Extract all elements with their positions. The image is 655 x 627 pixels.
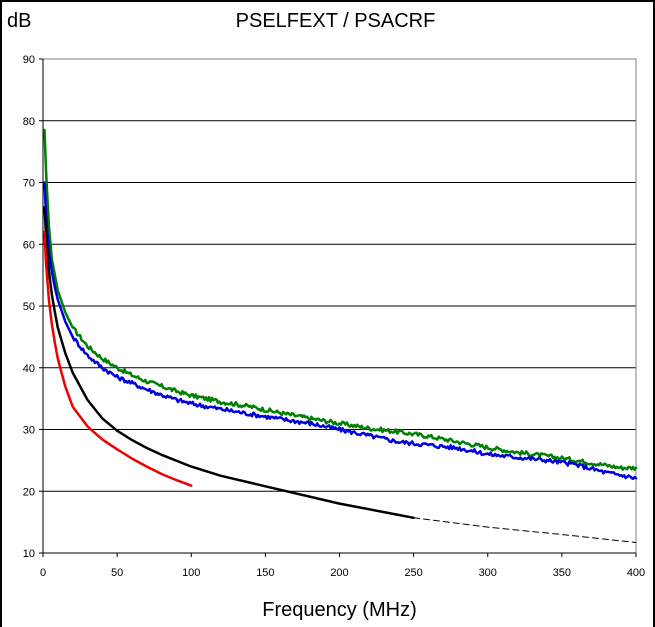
chart-title: PSELFEXT / PSACRF	[235, 10, 436, 32]
y-tick-label: 10	[23, 548, 35, 560]
y-tick-label: 50	[23, 301, 35, 313]
series-line-3	[43, 205, 415, 520]
series-line-1	[43, 128, 638, 471]
x-axis-label: Frequency (MHz)	[262, 599, 417, 621]
y-tick-label: 90	[23, 54, 35, 66]
chart-title-wrap: PSELFEXT / PSACRF	[0, 10, 655, 33]
y-tick-label: 80	[23, 116, 35, 128]
x-tick-label: 250	[404, 567, 422, 579]
series-line-4	[413, 517, 637, 543]
y-tick-label: 40	[23, 363, 35, 375]
y-tick-label: 60	[23, 239, 35, 251]
series-group	[43, 128, 638, 543]
series-line-5	[43, 230, 193, 487]
x-tick-label: 400	[627, 567, 645, 579]
x-tick-label: 0	[40, 567, 46, 579]
tick-labels: 10 20 30 40 50 60 70 80 90 0 50 100 150 200 250 300 350 4…	[23, 54, 645, 579]
x-tick-label: 200	[330, 567, 348, 579]
y-tick-label: 30	[23, 425, 35, 437]
x-axis-label-wrap: Frequency (MHz)	[0, 599, 655, 622]
x-tick-label: 300	[479, 567, 497, 579]
y-tick-label: 70	[23, 178, 35, 190]
y-tick-label: 20	[23, 486, 35, 498]
x-tick-label: 50	[111, 567, 123, 579]
x-tick-label: 350	[553, 567, 571, 579]
axes	[39, 58, 637, 557]
y-axis-label: dB	[7, 10, 32, 32]
series-line-2	[43, 181, 638, 481]
gridlines	[43, 120, 636, 492]
x-tick-label: 100	[182, 567, 200, 579]
x-tick-label: 150	[256, 567, 274, 579]
